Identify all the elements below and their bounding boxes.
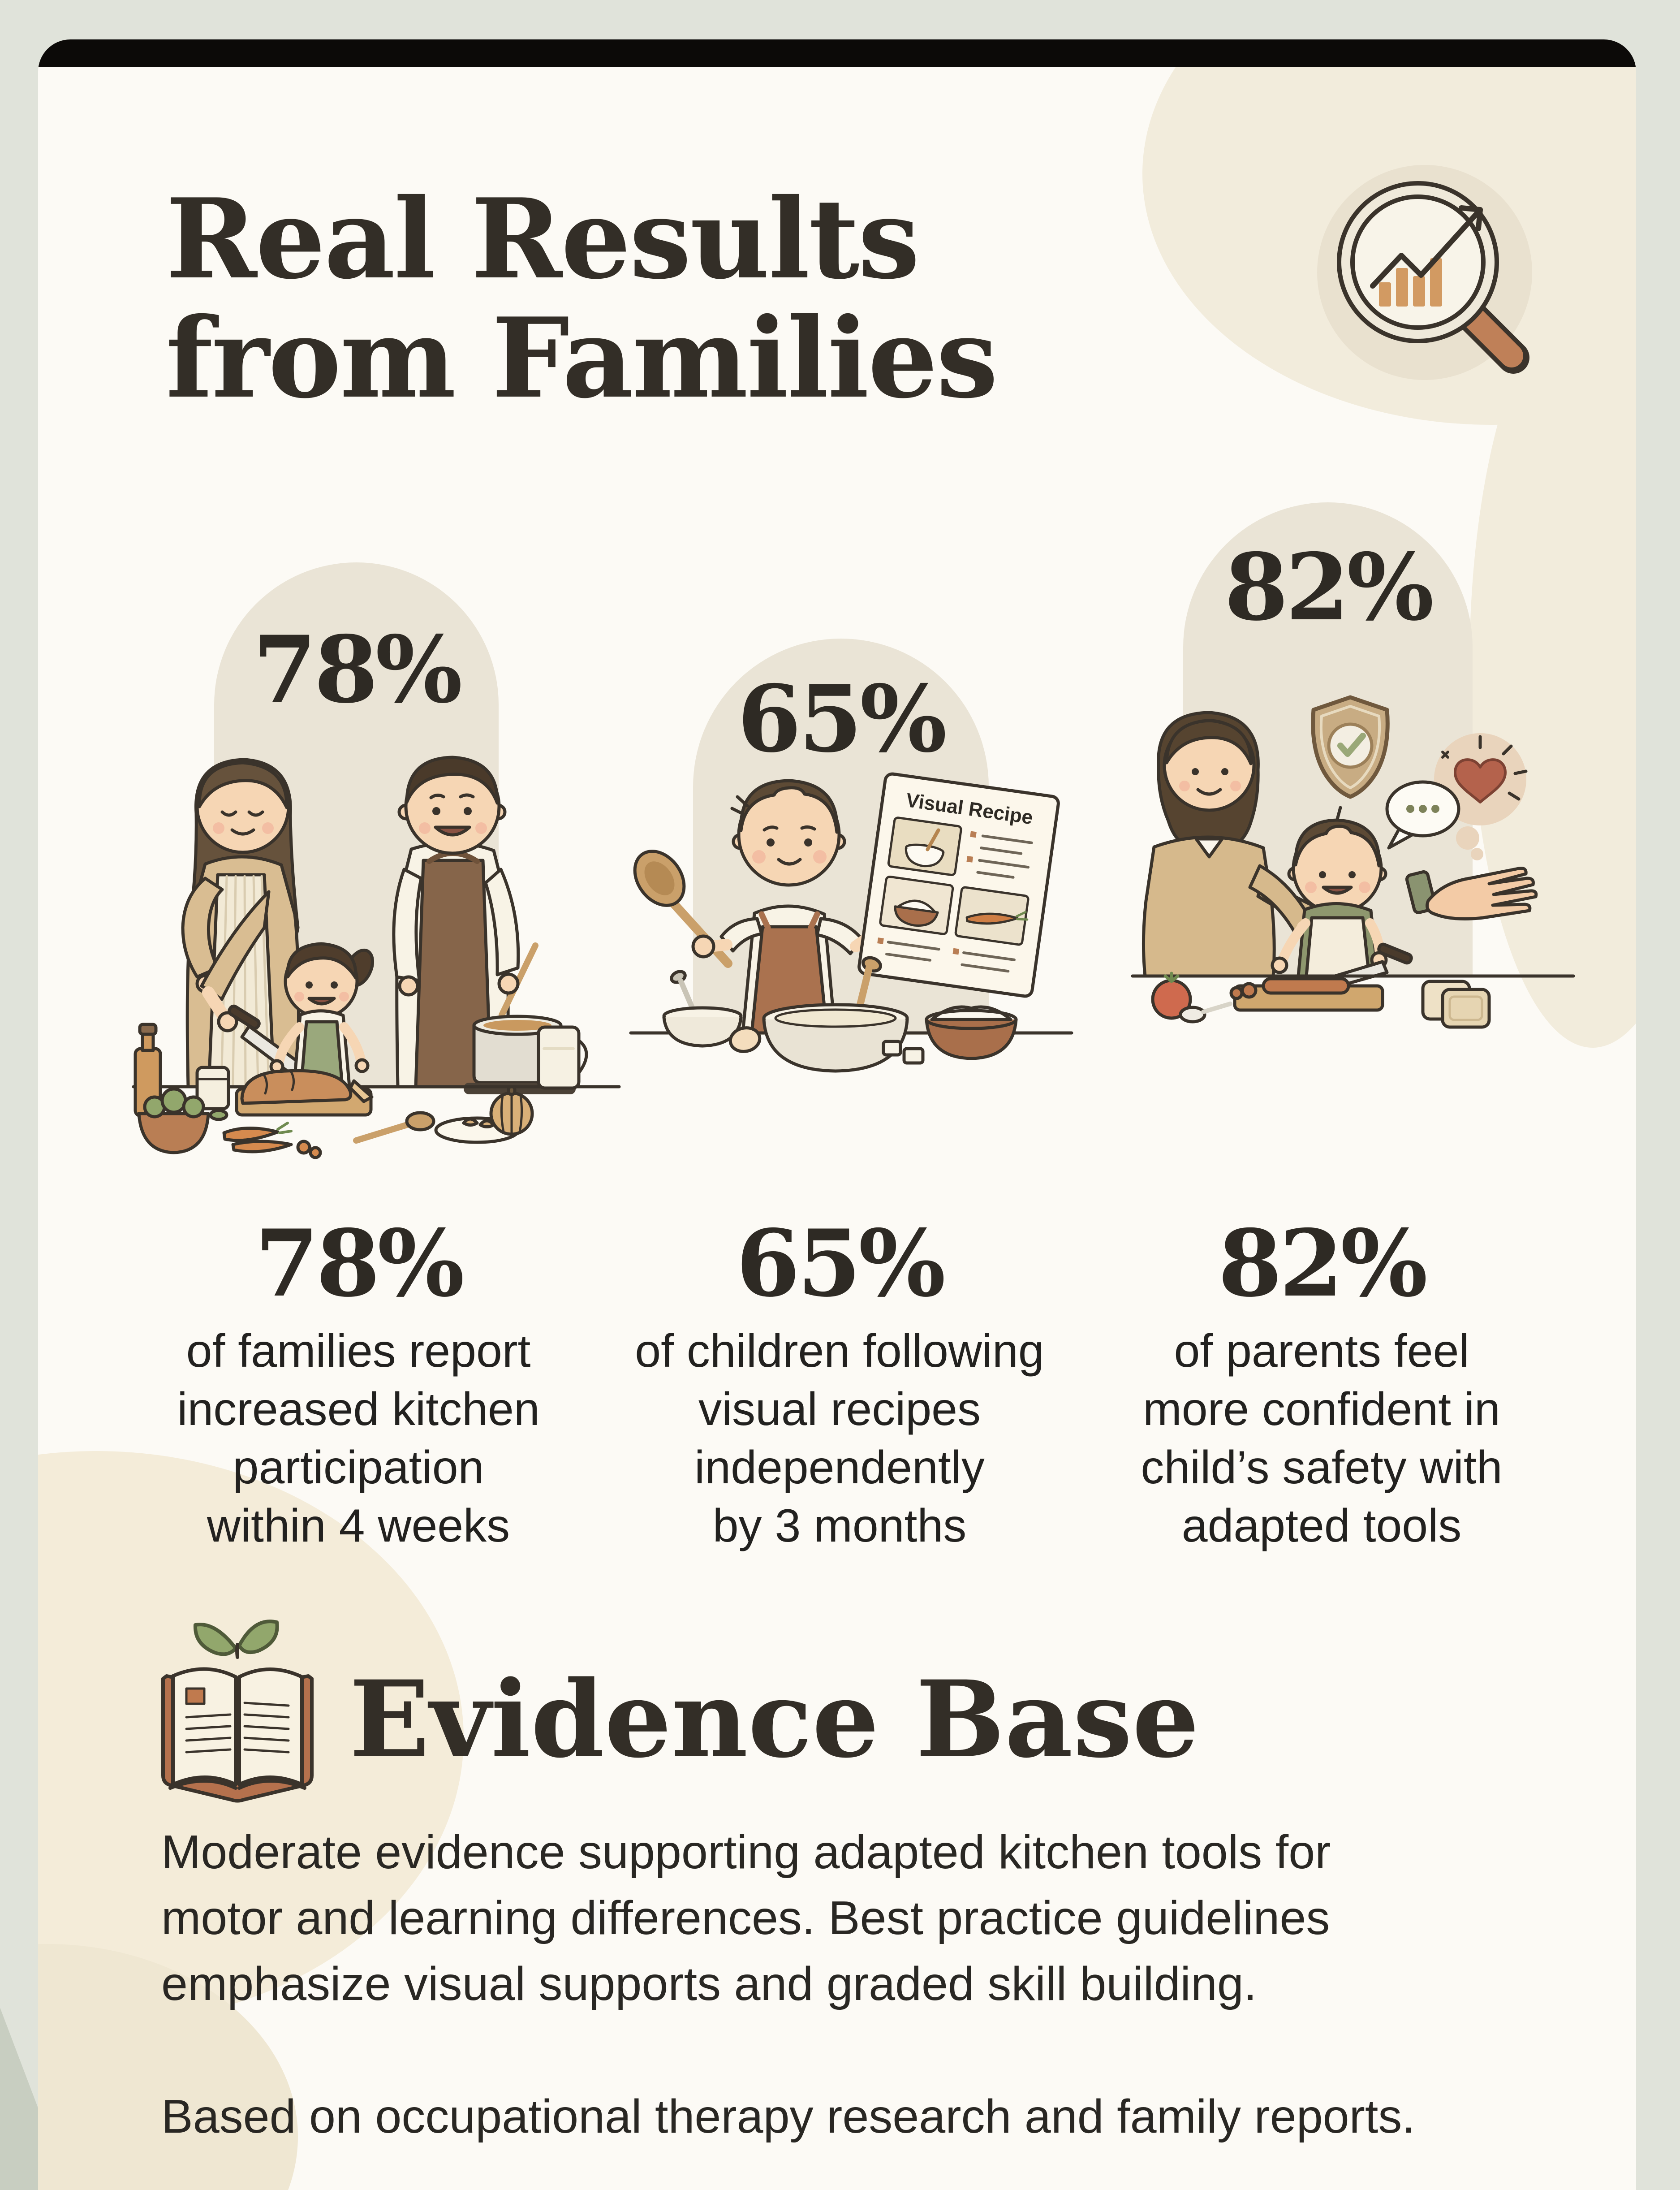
corner-accent-shape: [0, 2008, 38, 2190]
evidence-paragraph-1: Moderate evidence supporting adapted kit…: [161, 1826, 1331, 2010]
stat-description-2: of children following visual recipes ind…: [635, 1325, 1044, 1552]
arch-percent-1: 78%: [253, 616, 462, 724]
stat-description-1: of families report increased kitchen par…: [177, 1325, 540, 1552]
page-title-line1: Real Results: [166, 174, 920, 303]
card-top-bar: [38, 39, 1636, 67]
open-book-icon: [161, 1620, 314, 1803]
stat-value-1: 78%: [254, 1210, 465, 1317]
arch-percent-2: 65%: [737, 665, 947, 773]
open-hand-icon: [1405, 867, 1538, 920]
page-title: Real Results from Families: [166, 174, 998, 423]
evidence-paragraph-2: Based on occupational therapy research a…: [161, 2090, 1415, 2143]
stat-block-3: 82% of parents feel more confident in ch…: [1064, 1205, 1579, 1555]
infographic-card: Real Results from Families: [38, 39, 1636, 2190]
shield-check-icon: [1311, 695, 1390, 799]
stat-block-1: 78% of families report increased kitchen…: [101, 1205, 616, 1555]
stat-description-3: of parents feel more confident in child’…: [1141, 1325, 1503, 1552]
stat-value-3: 82%: [1218, 1210, 1428, 1317]
speech-bubble-icon: [1385, 780, 1460, 850]
family-cooking-illustration: [132, 756, 621, 1159]
stat-block-2: 65% of children following visual recipes…: [582, 1205, 1097, 1555]
page-title-line2: from Families: [166, 294, 998, 423]
parent-child-safety-illustration: [1131, 695, 1575, 1029]
stat-value-2: 65%: [736, 1210, 946, 1317]
chart-magnifier-icon: [1337, 181, 1529, 374]
child-visual-recipe-illustration: Visual Recipe: [629, 772, 1073, 1073]
arch-percent-3: 82%: [1224, 534, 1434, 641]
evidence-heading: Evidence Base: [349, 1658, 1199, 1781]
